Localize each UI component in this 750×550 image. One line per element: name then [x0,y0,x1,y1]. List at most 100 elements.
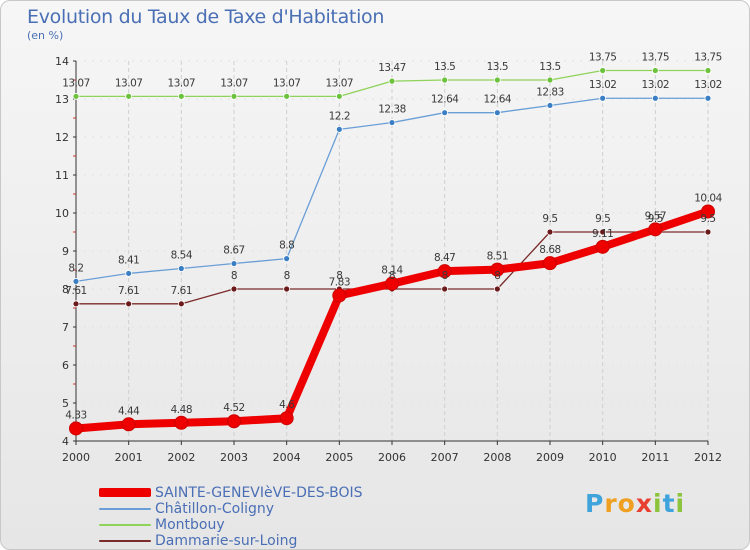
data-point [546,76,554,84]
data-label: 8.8 [279,240,294,252]
data-label: 13.75 [589,52,617,64]
data-point [177,92,185,100]
data-point [441,285,449,293]
data-point [437,264,452,279]
y-tick-label: 12 [55,131,69,144]
data-label: 10.04 [694,192,722,204]
data-point [385,276,399,291]
data-point [651,94,659,102]
data-point [599,228,607,236]
data-point [283,255,291,263]
data-label: 8.41 [118,254,139,266]
x-tick-label: 2000 [62,451,90,464]
logo-letter: t [662,489,676,518]
y-tick-label: 14 [55,55,69,68]
data-point [230,285,238,293]
data-point [177,300,185,308]
data-point [230,260,238,267]
x-tick-label: 2007 [431,451,459,464]
data-label: 8 [494,270,500,282]
data-label: 12.64 [484,94,512,106]
data-label: 13.07 [115,77,143,89]
data-point [227,414,241,429]
y-tick-label: 11 [55,169,69,182]
data-point [279,411,294,426]
data-label: 13.47 [378,62,406,74]
data-point [599,94,607,102]
data-label: 13.07 [168,77,196,89]
data-label: 7.61 [171,285,192,297]
data-label: 13.07 [326,77,354,89]
x-tick-label: 2003 [220,451,248,464]
data-point [388,119,396,126]
data-label: 9.11 [592,228,613,240]
y-tick-label: 8 [62,283,69,296]
data-label: 12.2 [329,110,350,122]
data-point [72,92,80,100]
legend-label-montbouy: Montbouy [155,517,225,533]
data-label: 4.33 [65,409,86,421]
data-label: 8.14 [381,265,403,277]
data-label: 12.64 [431,94,459,106]
data-label: 9.57 [645,210,666,222]
legend-swatch-chatillon [99,508,151,510]
data-point [648,222,663,237]
data-point [335,92,343,100]
data-point [335,125,343,133]
data-label: 13.02 [694,79,722,91]
x-tick-label: 2009 [536,451,564,464]
y-tick-label: 4 [62,435,69,448]
data-point [388,77,396,85]
data-label: 7.83 [329,276,350,288]
data-point [174,415,189,430]
data-label: 13.02 [589,79,617,91]
data-point [704,67,712,74]
x-tick-label: 2005 [325,451,353,464]
y-tick-label: 5 [62,397,69,410]
proxiti-logo: Proxiti [585,489,685,518]
data-label: 13.5 [487,61,508,73]
data-label: 13.07 [220,77,248,89]
data-label: 4.52 [223,402,244,414]
data-label: 13.75 [694,52,722,64]
logo-letter: i [675,489,686,518]
data-point [546,102,554,109]
x-tick-label: 2001 [115,451,143,464]
data-label: 7.61 [65,285,86,297]
logo-letter: o [617,489,636,518]
data-point [283,92,291,100]
y-tick-label: 9 [62,245,69,258]
x-tick-label: 2002 [167,451,195,464]
data-label: 13.07 [273,77,301,89]
x-tick-label: 2006 [378,451,406,464]
data-point [69,421,83,436]
data-label: 8.67 [223,245,244,257]
chart-subtitle: (en %) [27,29,64,42]
data-label: 8.2 [68,262,83,274]
data-point [72,277,80,285]
x-tick-label: 2004 [273,451,301,464]
data-point [493,109,501,117]
y-tick-label: 13 [55,93,69,106]
data-label: 8.51 [487,251,508,263]
data-point [599,67,607,74]
chart-title: Evolution du Taux de Taxe d'Habitation [27,6,385,28]
data-label: 7.61 [118,285,139,297]
data-label: 9.5 [648,213,663,225]
data-label: 4.44 [118,405,140,417]
data-label: 8.47 [434,252,455,264]
y-tick-label: 6 [62,359,69,372]
data-point [125,300,133,308]
data-point [595,239,610,254]
data-point [125,270,133,277]
data-point [493,285,501,293]
data-point [651,67,659,74]
y-tick-label: 7 [62,321,69,334]
data-point [72,300,80,308]
data-point [332,288,347,303]
data-point [441,109,449,117]
data-label: 8 [231,270,237,282]
data-label: 13.5 [539,61,560,73]
